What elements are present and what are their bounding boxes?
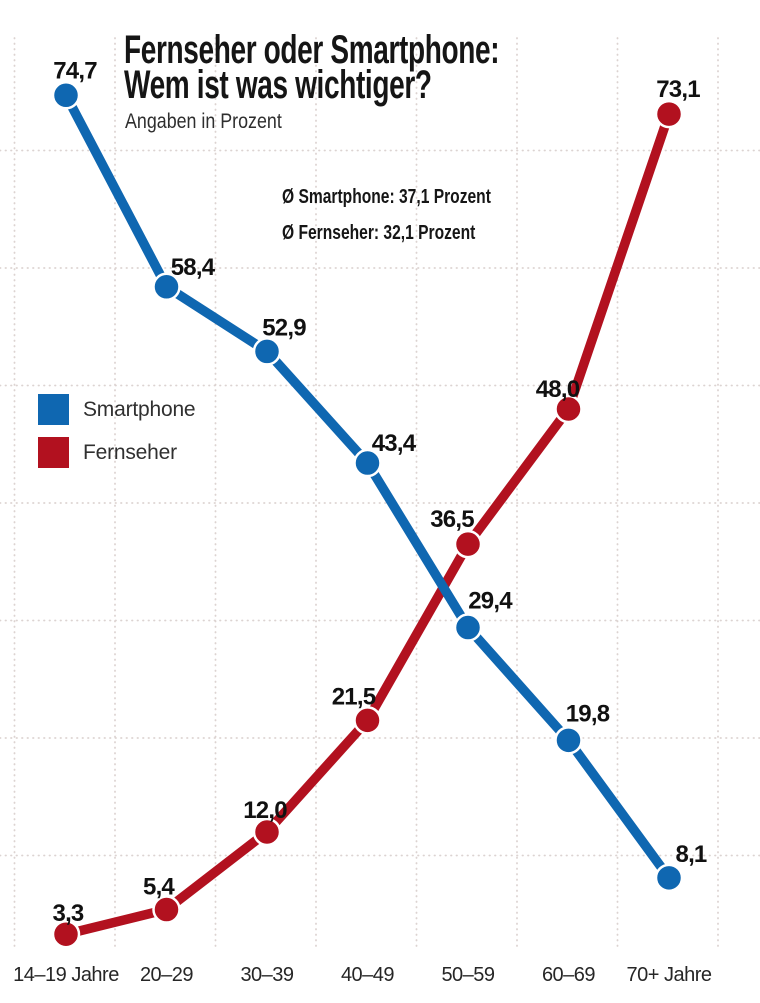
value-label-smartphone-4: 29,4 <box>468 588 513 615</box>
value-label-smartphone-2: 52,9 <box>262 314 306 341</box>
x-axis-label-2: 30–39 <box>240 964 293 986</box>
x-axis-label-3: 40–49 <box>341 964 394 986</box>
value-label-fernseher-3: 21,5 <box>332 683 376 710</box>
smartphone-swatch-icon <box>38 394 69 425</box>
data-point-smartphone-5 <box>554 726 583 755</box>
data-point-smartphone-0 <box>51 81 81 110</box>
data-point-smartphone-6 <box>654 863 684 893</box>
x-axis-label-1: 20–29 <box>140 964 193 986</box>
data-point-fernseher-2 <box>252 817 282 847</box>
data-point-fernseher-6 <box>654 99 684 129</box>
smartphone-average-text: Ø Smartphone: 37,1 Prozent <box>282 186 491 208</box>
fernseher-swatch-icon <box>38 437 69 468</box>
chart-title-line2: Wem ist was wichtiger? <box>124 63 432 107</box>
data-point-smartphone-1 <box>152 272 181 302</box>
data-point-fernseher-1 <box>152 895 181 924</box>
value-label-smartphone-0: 74,7 <box>53 57 97 84</box>
x-axis-label-0: 14–19 Jahre <box>13 964 119 986</box>
data-point-fernseher-4 <box>453 529 483 559</box>
data-point-smartphone-3 <box>353 448 382 478</box>
data-point-smartphone-2 <box>252 337 282 366</box>
value-label-smartphone-1: 58,4 <box>171 254 216 281</box>
fernseher-average-text: Ø Fernseher: 32,1 Prozent <box>282 222 476 244</box>
chart-title: Fernseher oder Smartphone: Wem ist was w… <box>124 28 500 107</box>
legend-label-smartphone: Smartphone <box>83 397 196 421</box>
value-label-fernseher-5: 48,0 <box>536 376 580 403</box>
value-label-smartphone-5: 19,8 <box>566 700 610 727</box>
value-label-fernseher-6: 73,1 <box>656 76 700 103</box>
average-annotations: Ø Smartphone: 37,1 Prozent Ø Fernseher: … <box>282 179 491 251</box>
legend-label-fernseher: Fernseher <box>83 440 177 464</box>
value-label-fernseher-2: 12,0 <box>243 797 287 824</box>
data-point-fernseher-0 <box>51 919 81 949</box>
data-point-smartphone-4 <box>453 613 483 642</box>
value-label-fernseher-0: 3,3 <box>53 900 84 927</box>
data-point-fernseher-5 <box>554 394 583 424</box>
value-label-smartphone-3: 43,4 <box>372 430 417 457</box>
x-axis-label-4: 50–59 <box>441 964 494 986</box>
value-label-fernseher-1: 5,4 <box>143 874 175 901</box>
chart-title-line1: Fernseher oder Smartphone: <box>124 28 500 72</box>
legend: Smartphone Fernseher <box>38 394 196 480</box>
chart-subtitle: Angaben in Prozent <box>125 110 282 133</box>
legend-item-fernseher: Fernseher <box>38 437 195 468</box>
x-axis-label-6: 70+ Jahre <box>626 964 711 986</box>
data-point-fernseher-3 <box>353 706 382 735</box>
value-label-smartphone-6: 8,1 <box>676 841 707 868</box>
x-axis-label-5: 60–69 <box>542 964 595 986</box>
value-label-fernseher-4: 36,5 <box>430 506 474 533</box>
legend-item-smartphone: Smartphone <box>38 394 196 425</box>
